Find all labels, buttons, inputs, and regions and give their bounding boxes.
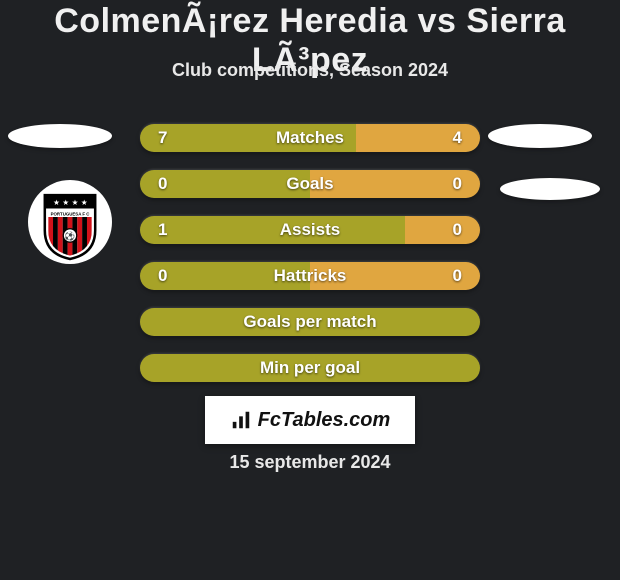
stat-value-left: 1 [158, 216, 167, 244]
stat-row: Hattricks0 0 [140, 262, 480, 290]
player-right-avatar-placeholder-1 [488, 124, 592, 148]
stat-label: Hattricks [140, 262, 480, 290]
stat-value-right: 0 [453, 216, 462, 244]
club-badge-svg: ★★★★PORTUGUESA F C⚽ [28, 180, 112, 264]
club-badge-left: ★★★★PORTUGUESA F C⚽ [28, 180, 112, 264]
stat-value-left: 7 [158, 124, 167, 152]
page-subtitle: Club competitions, Season 2024 [0, 60, 620, 81]
stat-bars: Matches74Goals00Assists10Hattricks00Goal… [140, 124, 480, 400]
svg-text:★: ★ [72, 198, 79, 207]
svg-text:★: ★ [81, 198, 88, 207]
stat-label: Matches [140, 124, 480, 152]
stat-label: Assists [140, 216, 480, 244]
stat-value-right: 4 [453, 124, 462, 152]
svg-text:★: ★ [53, 198, 60, 207]
stat-row: Goals0 0 [140, 170, 480, 198]
stat-value-right: 0 [453, 170, 462, 198]
comparison-infographic: ColmenÃ¡rez Heredia vs Sierra LÃ³pez Clu… [0, 0, 620, 580]
svg-text:PORTUGUESA F C: PORTUGUESA F C [51, 211, 91, 216]
footer-date: 15 september 2024 [0, 452, 620, 473]
bar-chart-icon [230, 409, 252, 431]
stat-label: Min per goal [140, 354, 480, 382]
stat-label: Goals per match [140, 308, 480, 336]
player-left-avatar-placeholder [8, 124, 112, 148]
stat-label: Goals [140, 170, 480, 198]
stat-value-left: 0 [158, 262, 167, 290]
stat-value-left: 0 [158, 170, 167, 198]
fctables-branding: FcTables.com [205, 396, 415, 444]
svg-text:⚽: ⚽ [64, 231, 75, 241]
svg-text:★: ★ [62, 198, 69, 207]
stat-row: Assists1 0 [140, 216, 480, 244]
stat-row: Matches7 4 [140, 124, 480, 152]
player-right-avatar-placeholder-2 [500, 178, 600, 200]
fctables-label: FcTables.com [258, 409, 391, 432]
stat-value-right: 0 [453, 262, 462, 290]
stat-row: Goals per match [140, 308, 480, 336]
stat-row: Min per goal [140, 354, 480, 382]
